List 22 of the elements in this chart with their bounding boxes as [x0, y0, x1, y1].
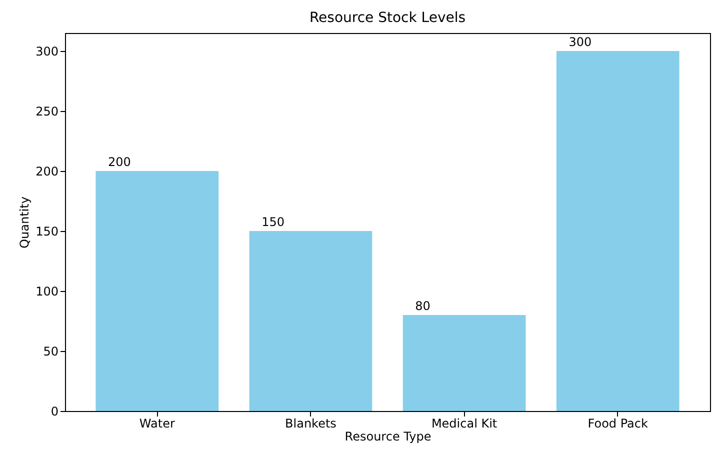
- bar: [96, 171, 219, 411]
- x-tick-label: Blankets: [285, 416, 336, 430]
- bar: [556, 51, 680, 411]
- x-tick-label: Water: [139, 416, 175, 430]
- chart-title: Resource Stock Levels: [309, 10, 466, 26]
- y-tick-label: 200: [36, 164, 58, 178]
- y-tick-label: 250: [36, 104, 58, 118]
- x-axis-title: Resource Type: [344, 430, 432, 444]
- data-label: 300: [568, 35, 592, 49]
- y-tick-label: 50: [43, 344, 58, 358]
- y-tick-label: 100: [36, 284, 58, 298]
- y-tick-label: 0: [50, 404, 58, 418]
- data-label: 80: [415, 299, 430, 313]
- data-label: 200: [108, 155, 131, 169]
- y-tick-label: 300: [36, 44, 58, 58]
- y-axis-title: Quantity: [18, 196, 32, 248]
- y-tick-label: 150: [36, 224, 58, 238]
- x-tick-label: Medical Kit: [431, 416, 498, 430]
- bar: [402, 315, 526, 411]
- bar: [249, 231, 372, 411]
- x-tick-label: Food Pack: [588, 416, 648, 430]
- data-label: 150: [262, 215, 284, 229]
